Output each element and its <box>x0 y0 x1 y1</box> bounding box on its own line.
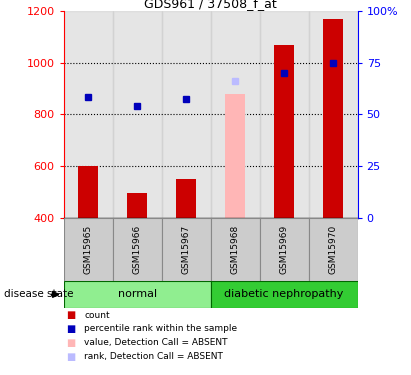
Text: GSM15966: GSM15966 <box>133 225 142 274</box>
Bar <box>176 179 196 218</box>
Text: percentile rank within the sample: percentile rank within the sample <box>84 324 238 333</box>
Text: ■: ■ <box>66 338 75 348</box>
Text: disease state: disease state <box>4 290 74 299</box>
Text: ■: ■ <box>66 352 75 362</box>
Text: rank, Detection Call = ABSENT: rank, Detection Call = ABSENT <box>84 352 223 361</box>
Bar <box>113 11 162 217</box>
Bar <box>210 281 358 308</box>
Text: ■: ■ <box>66 324 75 334</box>
Bar <box>162 217 211 281</box>
Bar <box>64 217 113 281</box>
Bar <box>323 19 343 217</box>
Text: value, Detection Call = ABSENT: value, Detection Call = ABSENT <box>84 338 228 347</box>
Text: ■: ■ <box>66 310 75 320</box>
Text: GSM15967: GSM15967 <box>182 225 191 274</box>
Bar <box>64 281 210 308</box>
Bar <box>79 166 98 218</box>
Bar <box>113 217 162 281</box>
Text: GSM15965: GSM15965 <box>84 225 93 274</box>
Bar <box>260 11 309 217</box>
Bar <box>162 11 211 217</box>
Bar <box>210 217 260 281</box>
Title: GDS961 / 37508_f_at: GDS961 / 37508_f_at <box>144 0 277 10</box>
Bar <box>64 11 113 217</box>
Bar <box>309 217 358 281</box>
Bar <box>260 217 309 281</box>
Text: GSM15968: GSM15968 <box>231 225 240 274</box>
Text: diabetic nephropathy: diabetic nephropathy <box>224 290 344 299</box>
Bar <box>274 45 294 218</box>
Bar <box>127 193 147 217</box>
Text: GSM15970: GSM15970 <box>328 225 337 274</box>
Text: count: count <box>84 310 110 320</box>
Bar <box>309 11 358 217</box>
Bar <box>211 11 260 217</box>
Text: GSM15969: GSM15969 <box>279 225 289 274</box>
Text: normal: normal <box>118 290 157 299</box>
Bar <box>225 94 245 218</box>
